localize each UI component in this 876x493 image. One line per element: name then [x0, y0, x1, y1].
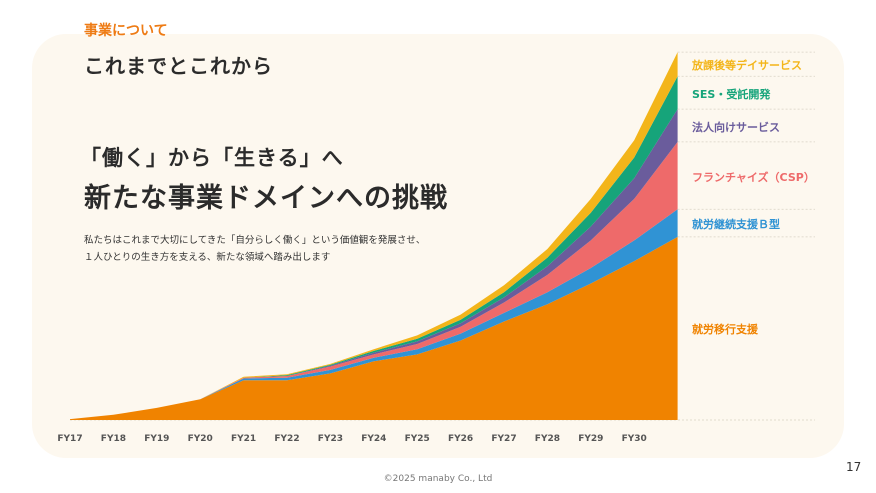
headline-line-1: 「働く」から「生きる」へ [80, 146, 344, 170]
series-label-4: SES・受託開発 [692, 87, 771, 101]
x-tick-label: FY28 [535, 434, 560, 444]
x-tick-label: FY19 [144, 434, 169, 444]
series-label-5: 放課後等デイサービス [692, 59, 802, 73]
x-tick-label: FY23 [318, 434, 343, 444]
series-label-3: 法人向けサービス [692, 120, 780, 134]
x-tick-label: FY22 [274, 434, 299, 444]
description-line-2: １人ひとりの生き方を支える、新たな領域へ踏み出します [84, 252, 331, 263]
series-label-1: 就労継続支援Ｂ型 [692, 218, 780, 232]
copyright: ©2025 manaby Co., Ltd [383, 474, 493, 484]
series-area-3 [70, 109, 678, 420]
series-label-2: フランチャイズ（CSP） [692, 170, 815, 184]
page-number: 17 [846, 460, 862, 474]
series-area-2 [70, 141, 678, 420]
series-area-0 [70, 236, 678, 420]
x-tick-label: FY20 [188, 434, 213, 444]
description-line-1: 私たちはこれまで大切にしてきた「自分らしく働く」という価値観を発展させ、 [84, 235, 426, 246]
series-label-0: 就労移行支援 [692, 323, 758, 337]
x-tick-label: FY17 [57, 434, 82, 444]
x-tick-label: FY24 [361, 434, 386, 444]
x-tick-label: FY29 [578, 434, 603, 444]
description: 私たちはこれまで大切にしてきた「自分らしく働く」という価値観を発展させ、 １人ひ… [84, 232, 425, 266]
x-tick-label: FY27 [491, 434, 516, 444]
x-tick-label: FY18 [101, 434, 126, 444]
x-tick-label: FY30 [622, 434, 647, 444]
headline-line-2: 新たな事業ドメインへの挑戦 [84, 183, 448, 214]
section-label: 事業について [84, 23, 168, 39]
x-tick-label: FY21 [231, 434, 256, 444]
x-tick-label: FY26 [448, 434, 473, 444]
x-tick-label: FY25 [405, 434, 430, 444]
page-title: これまでとこれから [84, 54, 273, 78]
